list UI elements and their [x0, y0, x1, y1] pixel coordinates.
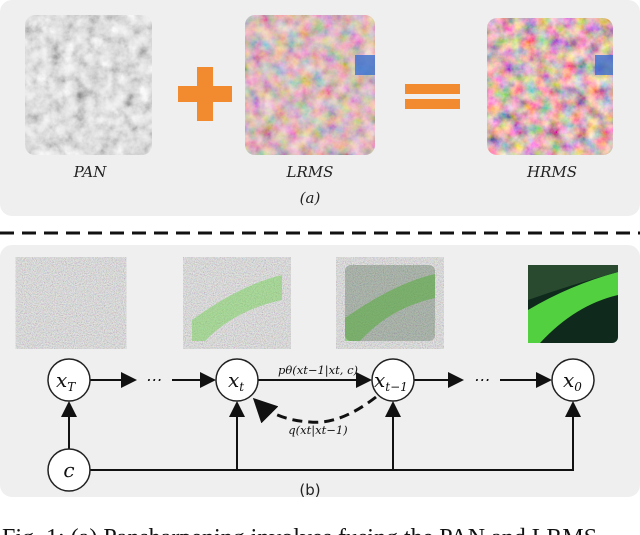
hrms-label: HRMS — [526, 163, 577, 181]
forward-transition-label: pθ(xt−1|xt, c) — [278, 363, 358, 378]
noisy-image-xt — [192, 265, 282, 341]
node-c-label: c — [63, 458, 74, 482]
noisy-image-xt-1 — [345, 265, 435, 341]
node-xt-1 — [371, 358, 415, 402]
noise-image-xT — [25, 265, 117, 341]
ellipsis-right: ⋯ — [473, 370, 489, 389]
pan-image — [25, 15, 152, 155]
node-xt-label: xt — [228, 368, 244, 394]
node-c — [47, 448, 91, 492]
pan-label: PAN — [73, 163, 108, 181]
hrms-image — [487, 18, 613, 155]
node-x0 — [551, 358, 595, 402]
node-x0-label: x0 — [563, 368, 582, 394]
node-xt-1-label: xt−1 — [374, 368, 408, 394]
panel-b-caption: (b) — [299, 481, 320, 499]
ellipsis-left: ⋯ — [145, 370, 161, 389]
node-xT — [47, 358, 91, 402]
plus-icon — [178, 67, 232, 121]
lrms-label: LRMS — [286, 163, 334, 181]
panel-b-background — [0, 245, 640, 497]
clean-image-x0 — [528, 265, 618, 343]
arrow-c-x0 — [90, 401, 581, 471]
lrms-image — [245, 15, 375, 155]
node-xt — [215, 358, 259, 402]
reverse-transition-label: q(xt|xt−1) — [288, 423, 347, 438]
figure-caption: Fig. 1: (a) Pansharpening involves fusin… — [2, 525, 597, 535]
equals-icon — [405, 84, 460, 109]
node-xT-label: xT — [56, 368, 76, 394]
panel-a-caption: (a) — [300, 189, 321, 207]
arrow-reverse-dashed — [252, 395, 377, 424]
